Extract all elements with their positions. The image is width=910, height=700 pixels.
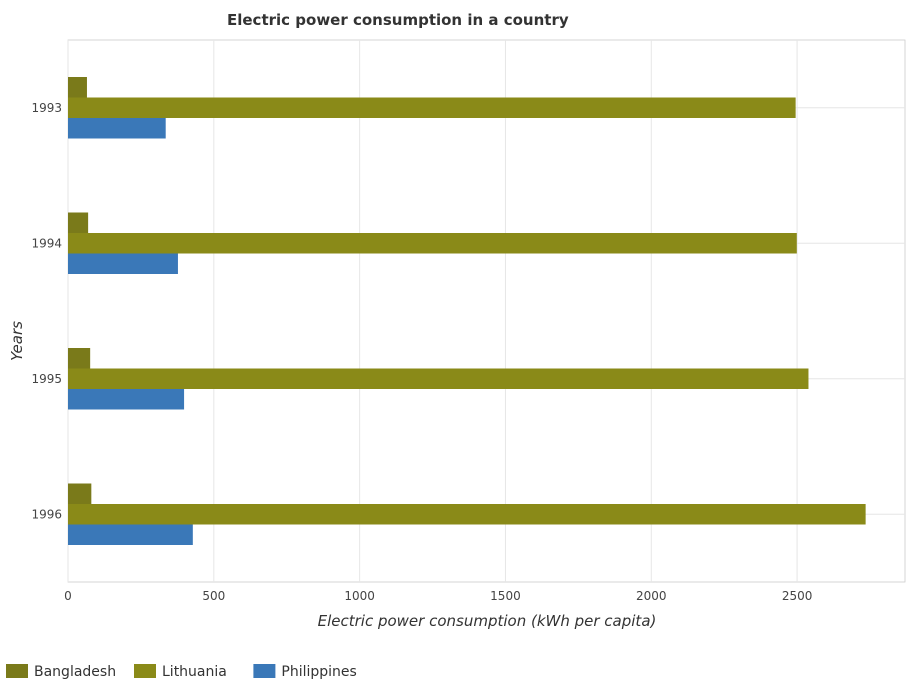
y-axis-label: Years bbox=[8, 321, 26, 361]
y-tick-label: 1995 bbox=[31, 372, 62, 386]
legend-swatch-lithuania bbox=[134, 664, 156, 678]
bar-philippines-1995 bbox=[68, 389, 185, 410]
bar-philippines-1996 bbox=[68, 524, 193, 545]
legend-label-philippines: Philippines bbox=[281, 664, 356, 680]
legend-swatch-bangladesh bbox=[6, 664, 28, 678]
y-tick-label: 1996 bbox=[31, 507, 62, 521]
x-tick-label: 1000 bbox=[344, 589, 375, 603]
x-tick-label: 2000 bbox=[636, 589, 667, 603]
bar-philippines-1993 bbox=[68, 118, 166, 139]
gridlines bbox=[67, 39, 906, 583]
x-tick-label: 2500 bbox=[782, 589, 813, 603]
bar-lithuania-1993 bbox=[68, 97, 796, 118]
bar-bangladesh-1994 bbox=[68, 212, 89, 233]
bar-lithuania-1994 bbox=[68, 233, 797, 254]
legend: Bangladesh Lithuania Philippines bbox=[6, 664, 357, 680]
legend-label-lithuania: Lithuania bbox=[162, 664, 227, 680]
y-tick-label: 1994 bbox=[31, 236, 62, 250]
legend-label-bangladesh: Bangladesh bbox=[34, 664, 116, 680]
x-tick-label: 0 bbox=[64, 589, 72, 603]
bar-bangladesh-1996 bbox=[68, 483, 92, 504]
bar-lithuania-1996 bbox=[68, 504, 866, 525]
bar-lithuania-1995 bbox=[68, 368, 809, 389]
axes: 0 500 1000 1500 2000 2500 1993 1994 1995 1996 bbox=[31, 101, 812, 603]
x-tick-label: 500 bbox=[202, 589, 225, 603]
bar-bangladesh-1993 bbox=[68, 77, 87, 98]
legend-swatch-philippines bbox=[253, 664, 276, 678]
chart-title: Electric power consumption in a country bbox=[227, 11, 569, 29]
bar-bangladesh-1995 bbox=[68, 348, 91, 369]
x-tick-label: 1500 bbox=[490, 589, 521, 603]
bar-philippines-1994 bbox=[68, 253, 178, 274]
x-axis-label: Electric power consumption (kWh per capi… bbox=[318, 612, 657, 630]
bars bbox=[68, 77, 866, 545]
plot-frame bbox=[67, 39, 906, 583]
y-tick-label: 1993 bbox=[31, 101, 62, 115]
